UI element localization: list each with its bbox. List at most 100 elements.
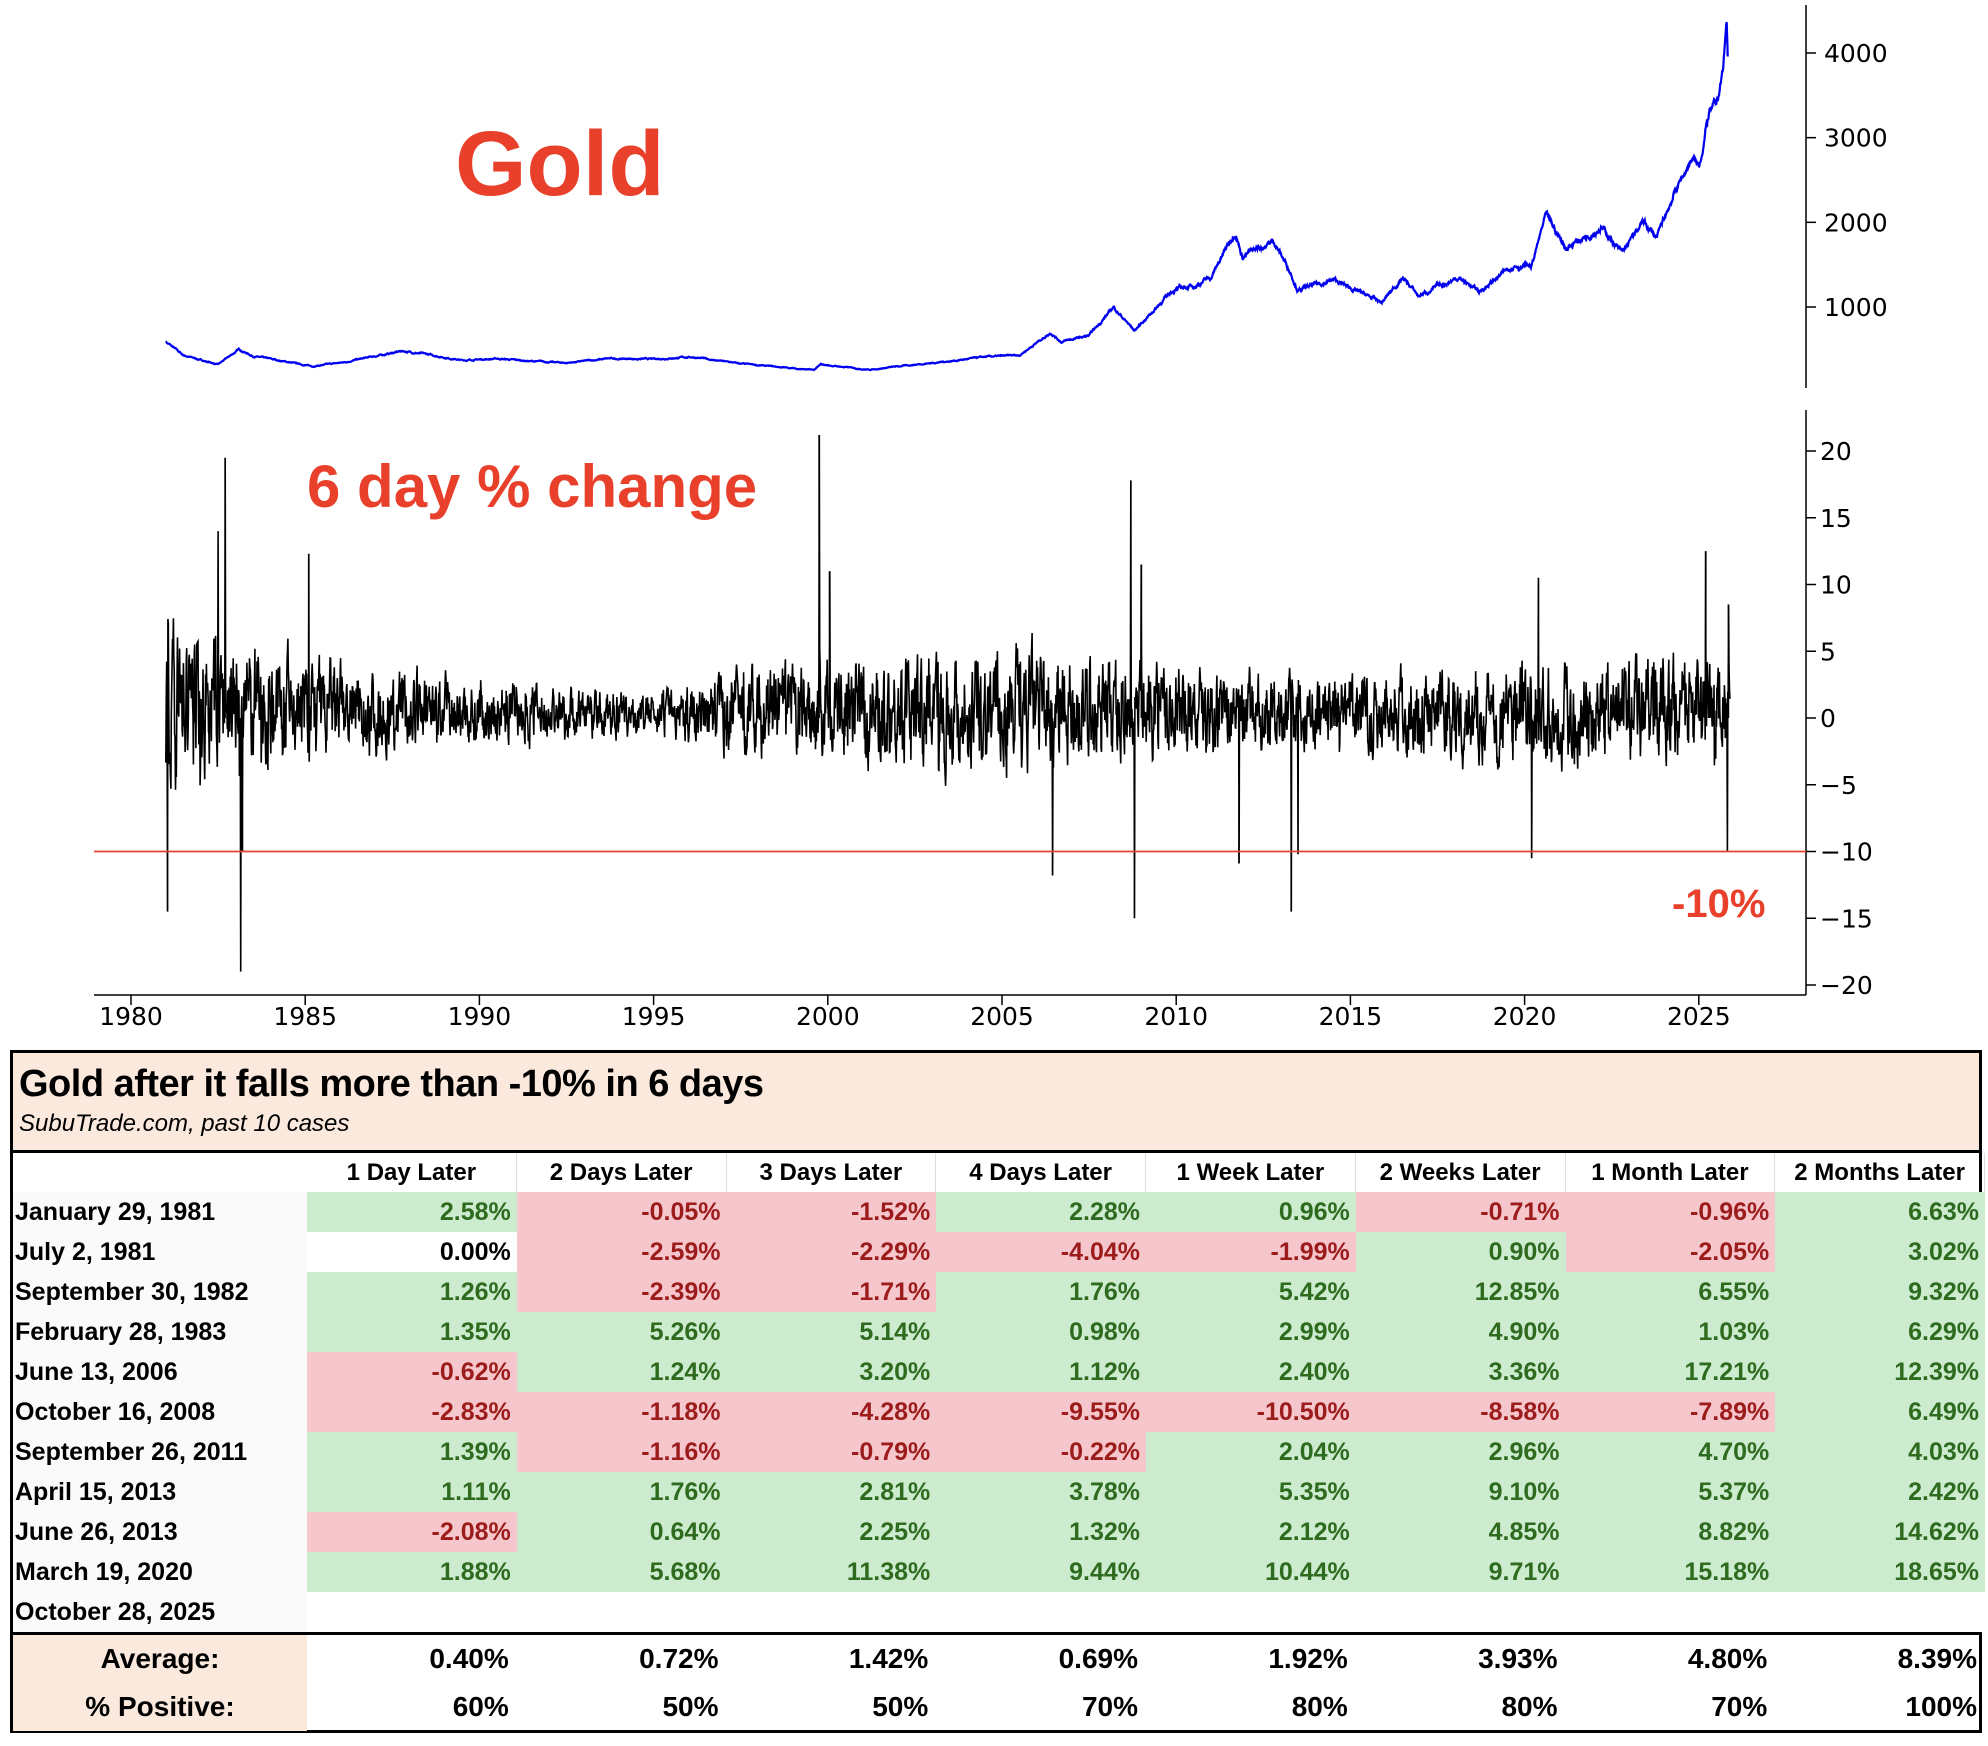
table-cell: -4.04%: [936, 1232, 1146, 1272]
table-cell: -0.05%: [516, 1192, 727, 1232]
table-cell: 0.98%: [936, 1312, 1146, 1352]
table-cell: 3.20%: [726, 1352, 937, 1392]
change-title: 6 day % change: [307, 453, 757, 520]
summary-value: 70%: [1081, 1691, 1138, 1722]
column-header: 2 Weeks Later: [1356, 1153, 1566, 1192]
table-cell: 1.12%: [936, 1352, 1146, 1392]
threshold-label: -10%: [1672, 882, 1765, 926]
summary-value: 50%: [872, 1691, 929, 1722]
xtick-label: 2000: [796, 1002, 860, 1031]
table-cell: 0.96%: [1146, 1192, 1356, 1232]
table-cell: 5.26%: [516, 1312, 727, 1352]
summary-value: 80%: [1291, 1691, 1348, 1722]
table-cell: 6.49%: [1775, 1392, 1985, 1432]
summary-value: 4.80%: [1687, 1643, 1768, 1674]
table-cell: -8.58%: [1355, 1392, 1566, 1432]
summary-value: 0.69%: [1058, 1643, 1138, 1674]
table-cell: 1.76%: [936, 1272, 1146, 1312]
column-header: 2 Days Later: [517, 1153, 727, 1192]
price-ytick-label: 2000: [1824, 208, 1888, 237]
table-cell: -2.59%: [516, 1232, 727, 1272]
table-cell: -9.55%: [936, 1392, 1146, 1432]
table-cell: 4.03%: [1775, 1432, 1985, 1472]
table-cell: 9.10%: [1355, 1472, 1566, 1512]
table-cell: 11.38%: [726, 1552, 937, 1592]
summary-value: 0.40%: [429, 1643, 509, 1674]
table-cell: 1.26%: [307, 1272, 517, 1312]
table-cell: 3.78%: [936, 1472, 1146, 1512]
row-date: October 16, 2008: [13, 1392, 307, 1432]
table-cell: -4.28%: [726, 1392, 937, 1432]
table-cell: -0.22%: [936, 1432, 1146, 1472]
table-cell: 1.76%: [516, 1472, 727, 1512]
summary-value: 60%: [452, 1691, 509, 1722]
row-date: January 29, 1981: [13, 1192, 307, 1232]
table-cell: 2.81%: [726, 1472, 937, 1512]
table-cell: 2.28%: [936, 1192, 1146, 1232]
table-cell: 2.58%: [307, 1192, 517, 1232]
price-title: Gold: [455, 113, 665, 215]
table-cell: 18.65%: [1775, 1552, 1985, 1592]
summary-label: % Positive:: [13, 1683, 307, 1731]
xtick-label: 1995: [622, 1002, 686, 1031]
row-date: June 13, 2006: [13, 1352, 307, 1392]
table-cell: 4.85%: [1355, 1512, 1566, 1552]
table-cell: [936, 1592, 1146, 1632]
xtick-label: 1990: [448, 1002, 512, 1031]
row-date: October 28, 2025: [13, 1592, 307, 1632]
xtick-label: 2010: [1144, 1002, 1208, 1031]
table-cell: 2.99%: [1146, 1312, 1356, 1352]
summary-value: 1.42%: [848, 1643, 929, 1674]
results-table: Gold after it falls more than -10% in 6 …: [10, 1050, 1985, 1733]
summary-value: 3.93%: [1478, 1643, 1558, 1674]
table-cell: -2.29%: [726, 1232, 937, 1272]
table-cell: 6.55%: [1565, 1272, 1776, 1312]
table-cell: 15.18%: [1565, 1552, 1776, 1592]
table-cell: [1355, 1592, 1566, 1632]
table-cell: [516, 1592, 727, 1632]
xtick-label: 2005: [970, 1002, 1034, 1031]
table-header-band: Gold after it falls more than -10% in 6 …: [13, 1053, 1979, 1153]
row-date: July 2, 1981: [13, 1232, 307, 1272]
table-cell: [307, 1592, 517, 1632]
table-cell: -1.52%: [726, 1192, 937, 1232]
table-cell: 2.12%: [1146, 1512, 1356, 1552]
table-cell: [1775, 1592, 1985, 1632]
row-date: March 19, 2020: [13, 1552, 307, 1592]
change-ytick-label: −15: [1820, 904, 1873, 933]
table-cell: -2.83%: [307, 1392, 517, 1432]
table-cell: 1.03%: [1565, 1312, 1776, 1352]
change-series-line: [165, 434, 1731, 972]
table-subtitle: SubuTrade.com, past 10 cases: [19, 1110, 350, 1137]
table-cell: 8.82%: [1565, 1512, 1776, 1552]
summary-value: 80%: [1501, 1691, 1558, 1722]
summary-value: 1.92%: [1268, 1643, 1348, 1674]
column-header: 3 Days Later: [727, 1153, 937, 1192]
table-cell: 2.42%: [1775, 1472, 1985, 1512]
table-cell: -2.05%: [1565, 1232, 1776, 1272]
table-cell: 1.39%: [307, 1432, 517, 1472]
table-cell: 2.96%: [1355, 1432, 1566, 1472]
table-cell: 1.88%: [307, 1552, 517, 1592]
table-cell: 9.32%: [1775, 1272, 1985, 1312]
summary-value: 70%: [1711, 1691, 1768, 1722]
xtick-label: 2025: [1667, 1002, 1731, 1031]
summary-value: 8.39%: [1897, 1643, 1977, 1674]
table-cell: 17.21%: [1565, 1352, 1776, 1392]
change-ytick-label: −20: [1820, 971, 1873, 1000]
table-cell: 1.35%: [307, 1312, 517, 1352]
change-ytick-label: 15: [1820, 504, 1852, 533]
table-cell: -1.71%: [726, 1272, 937, 1312]
table-cell: -0.71%: [1355, 1192, 1566, 1232]
table-cell: 5.14%: [726, 1312, 937, 1352]
price-panel: 1000 2000 3000 4000 Gold: [165, 5, 1888, 388]
price-ytick-label: 1000: [1824, 293, 1888, 322]
column-header: 1 Week Later: [1146, 1153, 1356, 1192]
xtick-label: 2015: [1319, 1002, 1383, 1031]
table-cell: 10.44%: [1146, 1552, 1356, 1592]
row-date: April 15, 2013: [13, 1472, 307, 1512]
table-grid: 1 Day Later 2 Days Later 3 Days Later 4 Day…: [13, 1153, 1985, 1632]
table-title: Gold after it falls more than -10% in 6 …: [19, 1063, 764, 1105]
row-date: September 30, 1982: [13, 1272, 307, 1312]
